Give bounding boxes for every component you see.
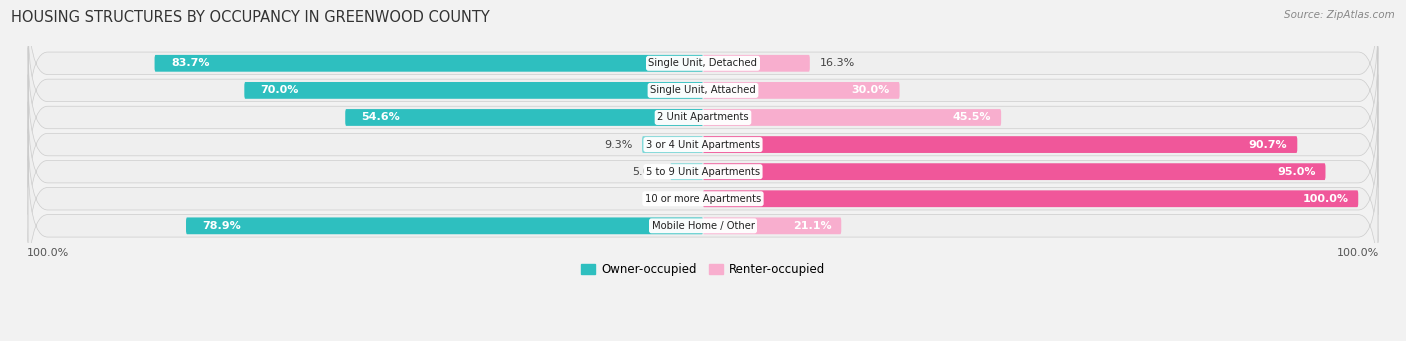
Text: 83.7%: 83.7% bbox=[172, 58, 209, 68]
FancyBboxPatch shape bbox=[28, 47, 1378, 188]
FancyBboxPatch shape bbox=[155, 55, 703, 72]
FancyBboxPatch shape bbox=[703, 55, 810, 72]
Text: 5 to 9 Unit Apartments: 5 to 9 Unit Apartments bbox=[645, 167, 761, 177]
FancyBboxPatch shape bbox=[703, 190, 1358, 207]
FancyBboxPatch shape bbox=[671, 163, 703, 180]
Text: 90.7%: 90.7% bbox=[1249, 139, 1288, 150]
Text: 30.0%: 30.0% bbox=[852, 85, 890, 95]
Text: 9.3%: 9.3% bbox=[603, 139, 633, 150]
Text: 3 or 4 Unit Apartments: 3 or 4 Unit Apartments bbox=[645, 139, 761, 150]
Text: 21.1%: 21.1% bbox=[793, 221, 831, 231]
Text: 16.3%: 16.3% bbox=[820, 58, 855, 68]
FancyBboxPatch shape bbox=[186, 218, 703, 234]
FancyBboxPatch shape bbox=[245, 82, 703, 99]
Text: Single Unit, Attached: Single Unit, Attached bbox=[650, 85, 756, 95]
Text: 0.0%: 0.0% bbox=[665, 194, 693, 204]
Text: 2 Unit Apartments: 2 Unit Apartments bbox=[657, 113, 749, 122]
Text: Mobile Home / Other: Mobile Home / Other bbox=[651, 221, 755, 231]
FancyBboxPatch shape bbox=[346, 109, 703, 126]
Text: 78.9%: 78.9% bbox=[202, 221, 242, 231]
Text: 5.0%: 5.0% bbox=[633, 167, 661, 177]
FancyBboxPatch shape bbox=[28, 20, 1378, 160]
Text: 100.0%: 100.0% bbox=[1302, 194, 1348, 204]
Text: Source: ZipAtlas.com: Source: ZipAtlas.com bbox=[1284, 10, 1395, 20]
Text: 54.6%: 54.6% bbox=[361, 113, 401, 122]
FancyBboxPatch shape bbox=[703, 82, 900, 99]
Text: 45.5%: 45.5% bbox=[953, 113, 991, 122]
Text: 95.0%: 95.0% bbox=[1277, 167, 1316, 177]
Text: 70.0%: 70.0% bbox=[260, 85, 299, 95]
FancyBboxPatch shape bbox=[28, 75, 1378, 214]
Legend: Owner-occupied, Renter-occupied: Owner-occupied, Renter-occupied bbox=[576, 258, 830, 281]
Text: Single Unit, Detached: Single Unit, Detached bbox=[648, 58, 758, 68]
Text: HOUSING STRUCTURES BY OCCUPANCY IN GREENWOOD COUNTY: HOUSING STRUCTURES BY OCCUPANCY IN GREEN… bbox=[11, 10, 491, 25]
FancyBboxPatch shape bbox=[703, 218, 841, 234]
FancyBboxPatch shape bbox=[703, 136, 1298, 153]
FancyBboxPatch shape bbox=[28, 102, 1378, 242]
FancyBboxPatch shape bbox=[28, 0, 1378, 133]
FancyBboxPatch shape bbox=[703, 163, 1326, 180]
FancyBboxPatch shape bbox=[28, 156, 1378, 296]
FancyBboxPatch shape bbox=[28, 129, 1378, 269]
FancyBboxPatch shape bbox=[643, 136, 703, 153]
FancyBboxPatch shape bbox=[703, 109, 1001, 126]
Text: 10 or more Apartments: 10 or more Apartments bbox=[645, 194, 761, 204]
